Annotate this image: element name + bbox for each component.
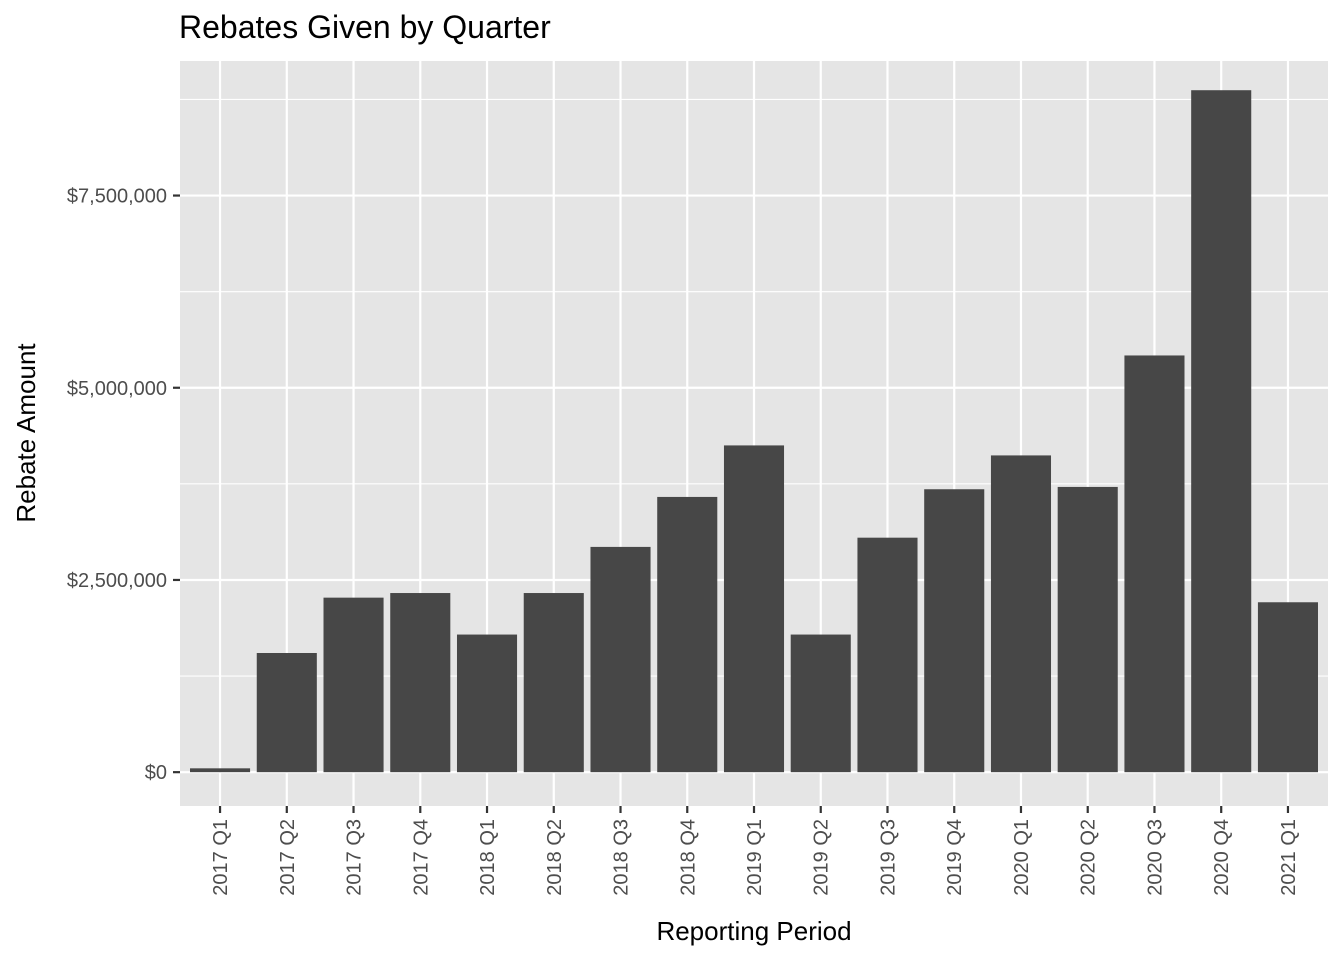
x-tick-label: 2018 Q2 [544,819,566,896]
x-tick-label: 2019 Q4 [944,819,966,896]
bar [723,445,785,773]
bar [390,593,451,773]
x-tick-label: 2019 Q3 [877,819,899,896]
x-tick-label: 2017 Q1 [210,819,232,896]
y-axis-title: Rebate Amount [11,343,41,523]
bar [924,489,985,773]
y-tick-label: $5,000,000 [67,378,167,400]
x-tick-label: 2017 Q4 [410,819,432,896]
bar [590,546,651,773]
x-tick-label: 2018 Q4 [677,819,699,896]
bar [1057,486,1118,773]
x-axis: 2017 Q1 2017 Q2 2017 Q3 2017 Q4 2018 Q1 2018 … [210,806,1300,896]
bar [1191,90,1252,773]
x-tick-label: 2020 Q1 [1011,819,1033,896]
bar [790,634,851,773]
x-tick-label: 2019 Q1 [744,819,766,896]
bar [190,768,251,773]
x-tick-label: 2018 Q3 [611,819,633,896]
y-tick-label: $2,500,000 [67,570,167,592]
x-tick-label: 2020 Q4 [1211,819,1233,896]
bar [857,537,918,773]
x-tick-label: 2020 Q3 [1144,819,1166,896]
bar [523,593,584,773]
bar [657,496,718,773]
bar [990,455,1052,773]
x-tick-label: 2017 Q2 [277,819,299,896]
bar [323,597,384,773]
y-tick-label: $7,500,000 [67,186,167,208]
bar [1124,355,1185,773]
x-tick-label: 2017 Q3 [344,819,366,896]
x-tick-label: 2021 Q1 [1278,819,1300,896]
bars [190,90,1318,773]
bar [456,634,518,773]
x-tick-label: 2019 Q2 [811,819,833,896]
chart-title: Rebates Given by Quarter [179,9,551,45]
y-tick-label: $0 [145,762,167,784]
x-tick-label: 2020 Q2 [1078,819,1100,896]
x-axis-title: Reporting Period [656,916,851,946]
x-tick-label: 2018 Q1 [477,819,499,896]
y-axis: $0 $2,500,000 $5,000,000 $7,500,000 [67,186,180,784]
bar [1257,602,1318,773]
bar [256,653,317,773]
